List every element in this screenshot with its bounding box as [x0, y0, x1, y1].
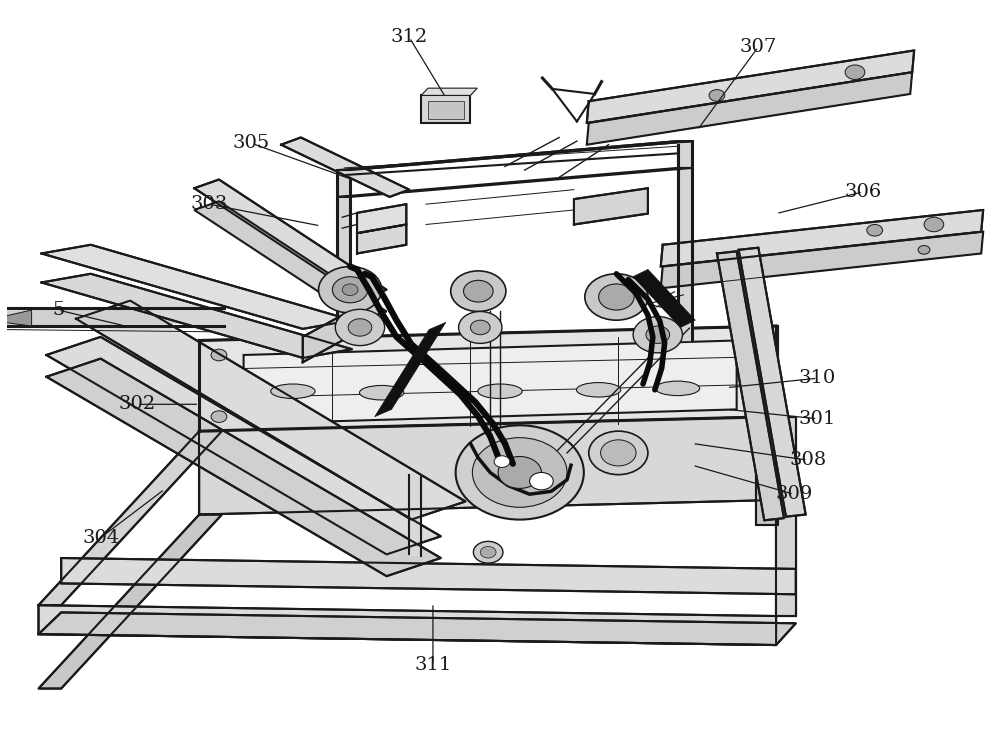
Text: 306: 306	[844, 183, 882, 201]
Polygon shape	[587, 50, 914, 123]
Polygon shape	[194, 201, 387, 320]
Circle shape	[867, 225, 883, 236]
Text: 309: 309	[775, 486, 813, 503]
Text: 5: 5	[52, 301, 64, 319]
Polygon shape	[633, 270, 695, 327]
Polygon shape	[303, 304, 362, 362]
Polygon shape	[337, 141, 692, 170]
Polygon shape	[194, 180, 387, 299]
Circle shape	[585, 273, 648, 320]
Polygon shape	[375, 322, 446, 417]
Circle shape	[211, 350, 227, 361]
Text: 301: 301	[799, 410, 836, 428]
Circle shape	[748, 398, 764, 410]
Polygon shape	[46, 358, 441, 576]
Circle shape	[459, 312, 502, 344]
Text: 308: 308	[789, 451, 826, 469]
Polygon shape	[409, 474, 421, 556]
Circle shape	[451, 271, 506, 312]
Polygon shape	[337, 168, 692, 197]
Polygon shape	[38, 605, 776, 645]
Polygon shape	[678, 141, 692, 341]
Circle shape	[348, 319, 372, 336]
Text: 311: 311	[414, 656, 452, 675]
Polygon shape	[281, 137, 409, 197]
Text: 305: 305	[233, 134, 270, 152]
Polygon shape	[46, 337, 441, 554]
Polygon shape	[0, 310, 32, 326]
Text: 312: 312	[391, 28, 428, 47]
Polygon shape	[717, 251, 784, 520]
Text: 307: 307	[740, 38, 777, 56]
Circle shape	[472, 437, 567, 507]
Polygon shape	[739, 248, 806, 517]
Polygon shape	[0, 308, 224, 326]
Polygon shape	[38, 613, 796, 645]
Ellipse shape	[576, 383, 621, 397]
Circle shape	[845, 65, 865, 80]
Text: 310: 310	[799, 370, 836, 387]
Polygon shape	[421, 88, 477, 95]
Circle shape	[480, 546, 496, 558]
Circle shape	[633, 316, 682, 353]
Circle shape	[335, 310, 385, 346]
Circle shape	[646, 326, 670, 344]
Polygon shape	[76, 301, 465, 520]
Circle shape	[599, 284, 634, 310]
Text: 303: 303	[190, 195, 228, 213]
Circle shape	[342, 284, 358, 296]
Ellipse shape	[655, 381, 700, 395]
Circle shape	[918, 245, 930, 254]
Polygon shape	[357, 204, 406, 234]
Text: 304: 304	[82, 528, 119, 547]
Polygon shape	[61, 558, 796, 594]
Ellipse shape	[359, 386, 404, 400]
Circle shape	[589, 431, 648, 474]
Ellipse shape	[478, 384, 522, 398]
Circle shape	[470, 320, 490, 335]
Circle shape	[924, 217, 944, 232]
Polygon shape	[776, 500, 796, 616]
Bar	[428, 101, 464, 119]
FancyBboxPatch shape	[421, 95, 470, 123]
Polygon shape	[38, 431, 222, 605]
Polygon shape	[661, 232, 983, 288]
Circle shape	[494, 456, 510, 467]
Circle shape	[464, 280, 493, 302]
Polygon shape	[574, 188, 648, 225]
Polygon shape	[661, 210, 983, 267]
Circle shape	[709, 89, 725, 101]
Circle shape	[319, 267, 382, 313]
Polygon shape	[776, 417, 796, 616]
Circle shape	[530, 472, 553, 490]
Polygon shape	[41, 273, 352, 358]
Polygon shape	[587, 72, 912, 145]
Circle shape	[332, 276, 368, 303]
Text: 302: 302	[118, 395, 156, 413]
Circle shape	[211, 411, 227, 423]
Polygon shape	[199, 326, 776, 431]
Ellipse shape	[271, 384, 315, 398]
Polygon shape	[199, 417, 776, 514]
Polygon shape	[41, 245, 352, 329]
Circle shape	[456, 426, 584, 520]
Polygon shape	[337, 166, 350, 328]
Circle shape	[748, 336, 764, 348]
Polygon shape	[357, 225, 406, 253]
Circle shape	[498, 457, 541, 488]
Polygon shape	[756, 326, 778, 525]
Circle shape	[473, 542, 503, 563]
Circle shape	[601, 440, 636, 466]
Polygon shape	[244, 341, 737, 424]
Polygon shape	[38, 514, 222, 689]
